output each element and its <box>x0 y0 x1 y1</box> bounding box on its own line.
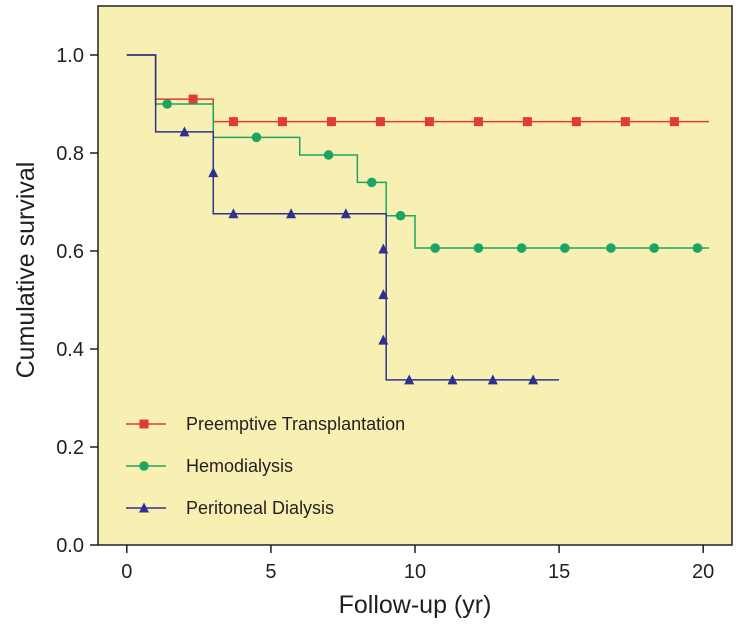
data-point-peritoneal-dialysis <box>340 208 351 219</box>
data-point-hemodialysis <box>430 243 440 253</box>
y-tick-label: 0.2 <box>56 437 84 459</box>
data-point-peritoneal-dialysis <box>487 374 498 385</box>
series-hemodialysis <box>126 54 709 253</box>
x-tick-label: 15 <box>548 561 570 583</box>
x-tick-label: 20 <box>692 561 714 583</box>
x-tick-label: 10 <box>404 561 426 583</box>
data-point-preemptive-transplantation <box>424 117 434 127</box>
data-point-peritoneal-dialysis <box>179 126 190 137</box>
legend-label: Hemodialysis <box>186 456 293 476</box>
data-point-hemodialysis <box>473 243 484 253</box>
y-axis-title: Cumulative survival <box>12 162 40 379</box>
x-tick-label: 0 <box>121 561 132 583</box>
legend-item-peritoneal-dialysis: Peritoneal Dialysis <box>126 498 334 518</box>
legend-marker-circle <box>139 461 149 471</box>
data-point-peritoneal-dialysis <box>528 374 539 385</box>
data-point-preemptive-transplantation <box>522 117 532 127</box>
legend-label: Preemptive Transplantation <box>186 414 405 434</box>
y-tick-label: 0.6 <box>56 241 84 263</box>
legend-item-hemodialysis: Hemodialysis <box>126 456 293 476</box>
x-axis-title: Follow-up (yr) <box>339 591 492 619</box>
data-point-hemodialysis <box>251 132 262 143</box>
data-point-hemodialysis <box>692 243 703 253</box>
data-point-hemodialysis <box>366 177 377 188</box>
data-point-hemodialysis <box>162 99 172 109</box>
data-point-hemodialysis <box>560 243 570 253</box>
data-point-preemptive-transplantation <box>571 117 581 127</box>
y-tick-label: 0.0 <box>56 535 84 557</box>
legend-label: Peritoneal Dialysis <box>186 498 334 518</box>
legend-marker-square <box>139 419 149 429</box>
data-point-peritoneal-dialysis <box>228 208 239 219</box>
data-point-hemodialysis <box>516 243 527 253</box>
legend-marker-triangle <box>139 502 149 513</box>
data-point-peritoneal-dialysis <box>404 374 415 385</box>
data-point-preemptive-transplantation <box>620 117 630 127</box>
data-point-peritoneal-dialysis <box>378 334 389 345</box>
x-tick-label: 5 <box>265 561 276 583</box>
data-point-peritoneal-dialysis <box>447 374 458 385</box>
data-point-preemptive-transplantation <box>228 117 238 127</box>
series-peritoneal-dialysis <box>126 54 560 385</box>
data-point-peritoneal-dialysis <box>378 289 389 300</box>
data-point-preemptive-transplantation <box>375 117 385 127</box>
data-point-hemodialysis <box>649 243 659 253</box>
data-point-preemptive-transplantation <box>326 117 336 127</box>
data-point-peritoneal-dialysis <box>378 243 389 254</box>
data-point-preemptive-transplantation <box>473 117 483 127</box>
data-point-peritoneal-dialysis <box>208 167 219 178</box>
data-point-preemptive-transplantation <box>277 117 287 127</box>
data-point-hemodialysis <box>606 243 616 253</box>
data-point-peritoneal-dialysis <box>286 208 297 219</box>
data-point-preemptive-transplantation <box>669 117 679 127</box>
data-point-hemodialysis <box>395 210 406 221</box>
y-tick-label: 1.0 <box>56 45 84 67</box>
y-tick-label: 0.4 <box>56 339 84 361</box>
y-tick-label: 0.8 <box>56 143 84 165</box>
legend-item-preemptive-transplantation: Preemptive Transplantation <box>126 414 405 434</box>
data-point-preemptive-transplantation <box>188 94 198 104</box>
data-point-hemodialysis <box>323 150 334 160</box>
plot-area <box>97 5 733 546</box>
